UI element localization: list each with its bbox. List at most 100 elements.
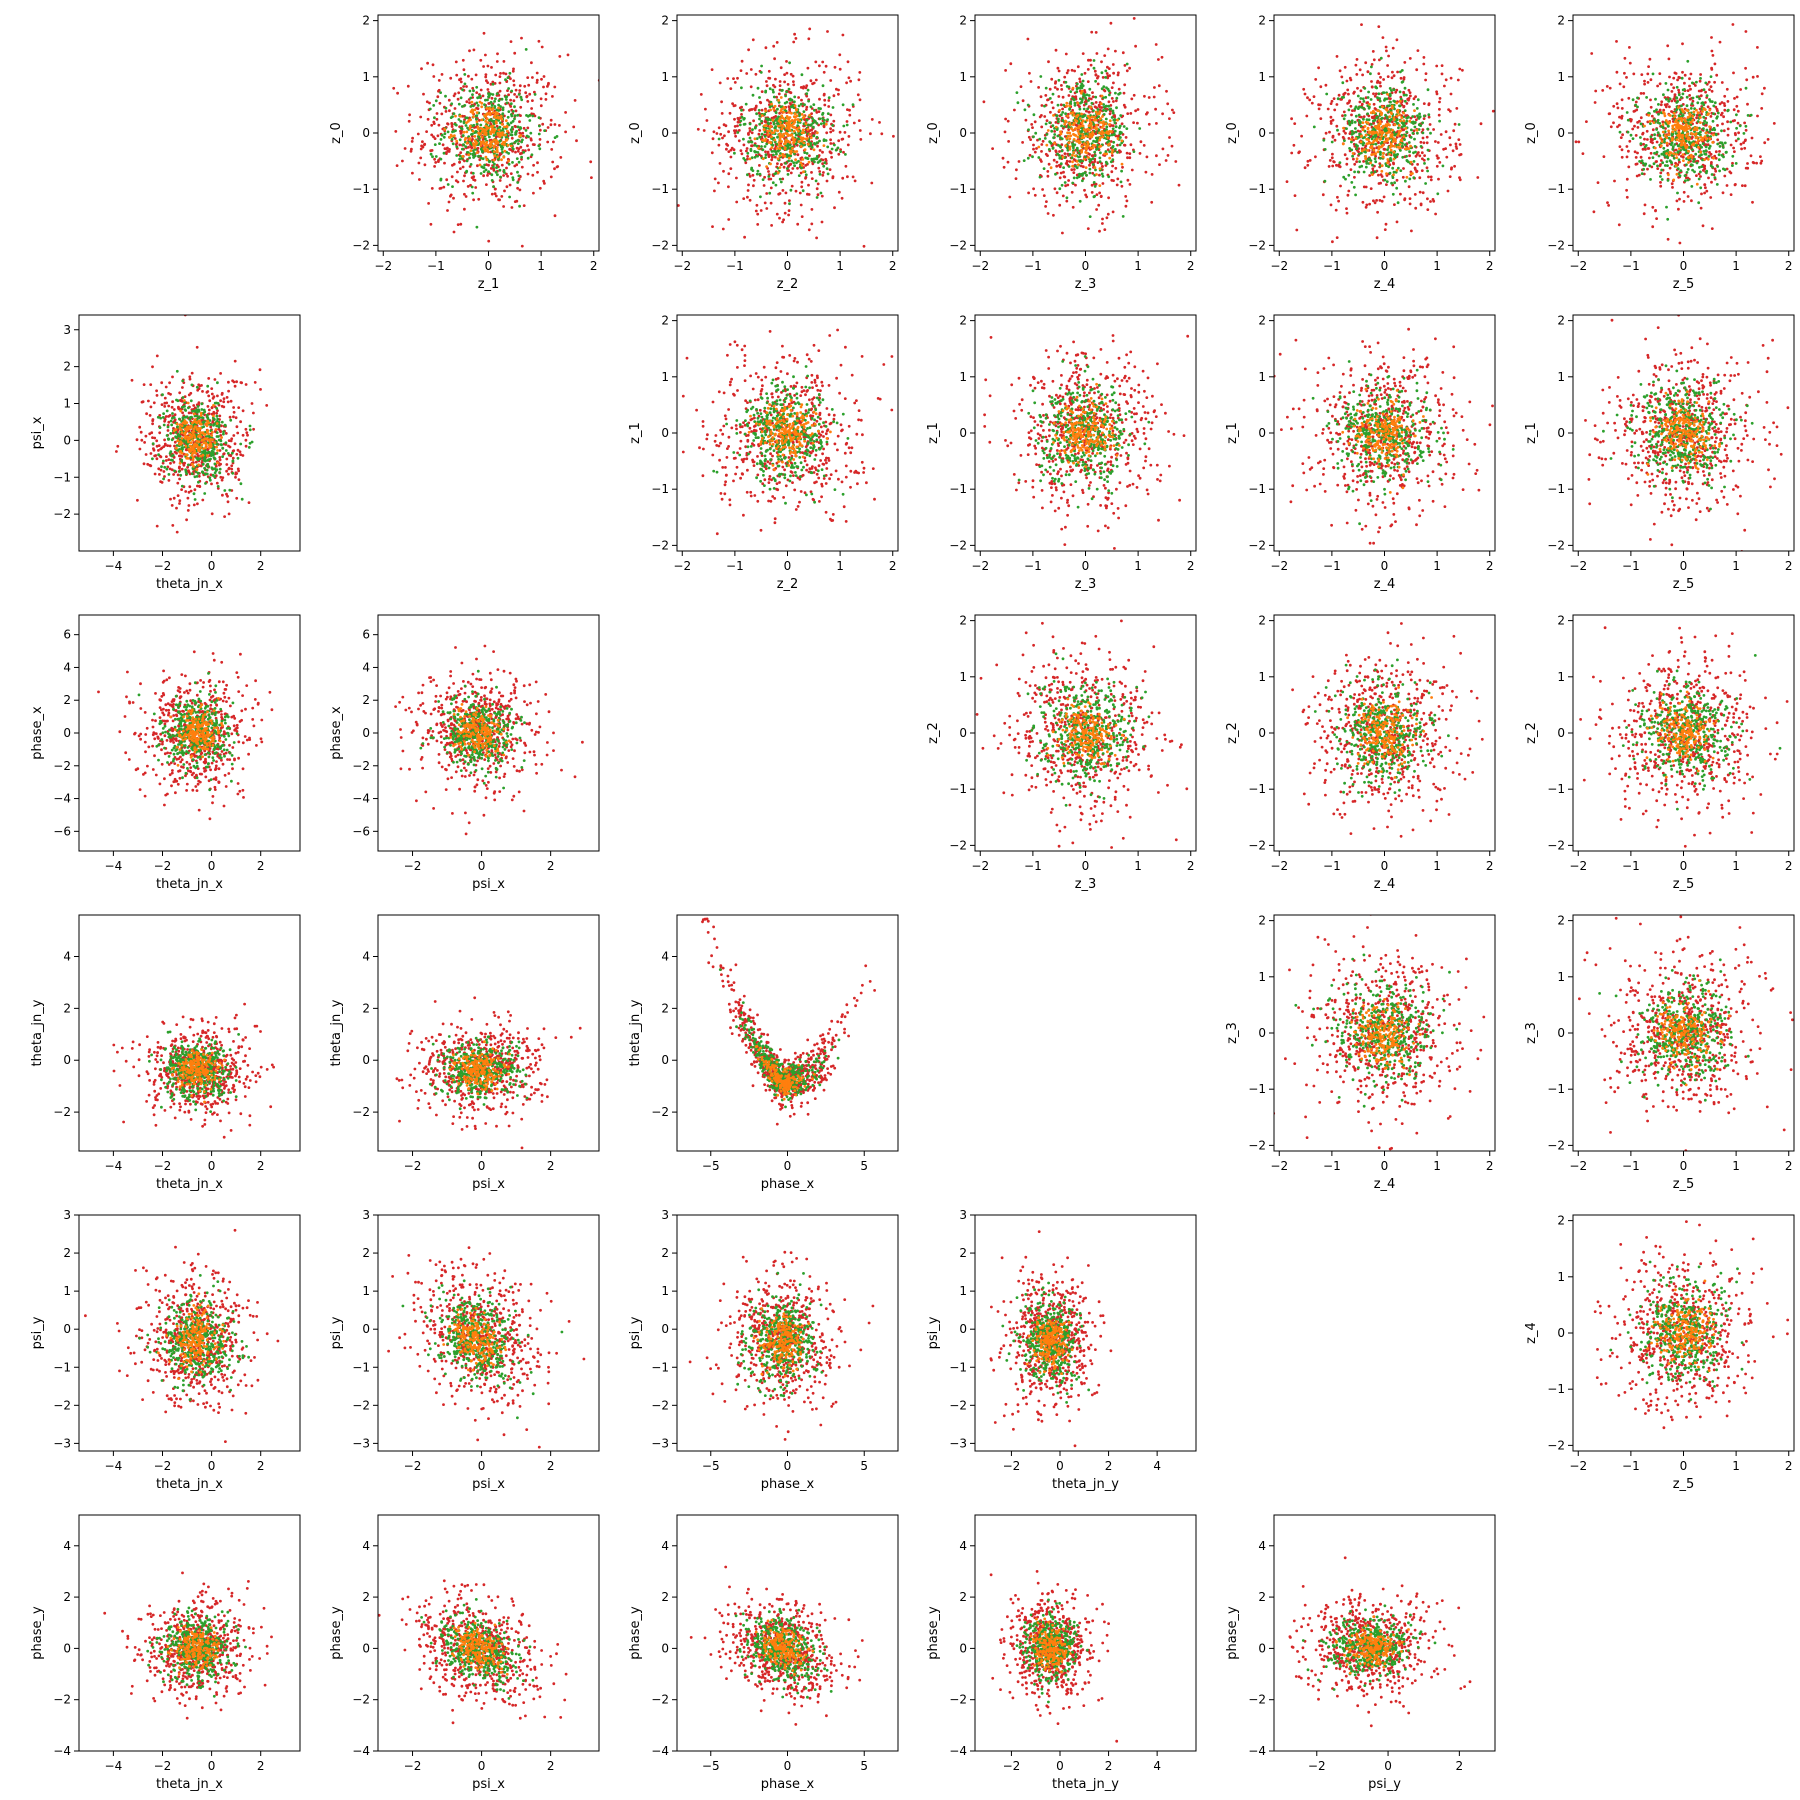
- scatter-point: [788, 143, 792, 147]
- scatter-point: [1391, 166, 1395, 170]
- scatter-point: [1077, 126, 1081, 130]
- scatter-point: [1101, 76, 1105, 79]
- scatter-point: [810, 177, 814, 181]
- scatter-point: [1409, 136, 1413, 139]
- scatter-point: [1096, 75, 1100, 78]
- scatter-point: [572, 125, 576, 129]
- scatter-point: [734, 134, 737, 138]
- scatter-point: [425, 100, 429, 104]
- scatter-point: [479, 88, 483, 92]
- scatter-point: [469, 105, 473, 108]
- scatter-point: [1109, 104, 1113, 107]
- scatter-point: [1373, 170, 1377, 174]
- scatter-point: [1342, 92, 1346, 96]
- scatter-point: [1114, 91, 1117, 95]
- scatter-point: [517, 174, 521, 178]
- scatter-point: [471, 153, 475, 157]
- scatter-point: [829, 142, 833, 145]
- scatter-point: [853, 179, 857, 183]
- scatter-point: [1655, 140, 1659, 144]
- scatter-point: [858, 98, 862, 102]
- scatter-point: [725, 147, 728, 151]
- axes-frame: [1273, 14, 1496, 252]
- scatter-point: [782, 218, 785, 222]
- scatter-point: [1707, 80, 1711, 84]
- scatter-point: [777, 92, 781, 96]
- scatter-point: [1710, 66, 1713, 70]
- scatter-point: [516, 170, 519, 174]
- scatter-point: [1116, 254, 1119, 257]
- scatter-point: [802, 110, 806, 113]
- scatter-point: [507, 93, 510, 97]
- scatter-point: [464, 124, 468, 127]
- scatter-point: [486, 64, 490, 68]
- scatter-point: [472, 142, 475, 145]
- x-tick-label: −1: [1323, 259, 1341, 273]
- scatter-point: [1360, 115, 1363, 119]
- y-axis-label: z_0: [926, 122, 941, 144]
- scatter-point: [1746, 102, 1749, 106]
- scatter-point: [1751, 161, 1755, 164]
- scatter-point: [778, 80, 782, 83]
- scatter-point: [1674, 161, 1677, 165]
- scatter-point: [878, 121, 881, 124]
- scatter-point: [791, 74, 795, 78]
- scatter-point: [502, 71, 505, 75]
- scatter-point: [506, 143, 510, 147]
- scatter-point: [1379, 151, 1382, 155]
- scatter-point: [802, 141, 806, 145]
- scatter-point: [842, 150, 845, 154]
- scatter-point: [776, 171, 780, 175]
- scatter-point: [668, 215, 671, 218]
- scatter-point: [1400, 69, 1404, 72]
- y-tick-label: 1: [959, 70, 967, 84]
- scatter-point: [1029, 80, 1033, 83]
- scatter-point: [1563, 47, 1566, 50]
- scatter-point: [801, 189, 805, 193]
- scatter-point: [1378, 126, 1381, 129]
- scatter-point: [1109, 107, 1113, 111]
- scatter-point: [1377, 141, 1380, 145]
- scatter-point: [1709, 2, 1712, 5]
- y-tick-label: −1: [1248, 182, 1266, 196]
- scatter-point: [772, 44, 776, 48]
- scatter-point: [509, 121, 513, 125]
- scatter-point: [1660, 100, 1664, 104]
- scatter-point: [1704, 123, 1708, 127]
- scatter-point: [756, 154, 759, 158]
- scatter-point: [498, 179, 502, 182]
- scatter-point: [465, 116, 469, 120]
- scatter-point: [1628, 139, 1632, 143]
- scatter-point: [1678, 98, 1682, 101]
- scatter-point: [504, 78, 507, 82]
- scatter-point: [1398, 146, 1402, 150]
- scatter-point: [730, 146, 734, 150]
- scatter-point: [829, 113, 833, 117]
- scatter-point: [471, 124, 475, 128]
- scatter-point: [1396, 121, 1399, 125]
- scatter-point: [439, 178, 443, 182]
- scatter-point: [1407, 97, 1411, 100]
- scatter-point: [1065, 101, 1069, 105]
- scatter-point: [1421, 157, 1424, 161]
- scatter-point: [1760, 92, 1764, 96]
- scatter-point: [1077, 151, 1081, 155]
- scatter-point: [1429, 200, 1432, 203]
- scatter-point: [799, 171, 803, 175]
- scatter-point: [1356, 86, 1359, 90]
- scatter-point: [795, 114, 799, 118]
- scatter-point: [1431, 198, 1435, 201]
- scatter-point: [1338, 161, 1342, 165]
- scatter-point: [1369, 161, 1372, 165]
- scatter-point: [1708, 151, 1711, 154]
- scatter-point: [1134, 44, 1137, 48]
- scatter-point: [1370, 137, 1374, 141]
- scatter-point: [1096, 108, 1100, 111]
- scatter-point: [1379, 84, 1382, 88]
- scatter-point: [442, 185, 446, 189]
- scatter-point: [1721, 191, 1725, 195]
- scatter-point: [1416, 131, 1419, 135]
- scatter-point: [506, 129, 509, 133]
- scatter-point: [433, 116, 436, 120]
- scatter-point: [549, 123, 553, 127]
